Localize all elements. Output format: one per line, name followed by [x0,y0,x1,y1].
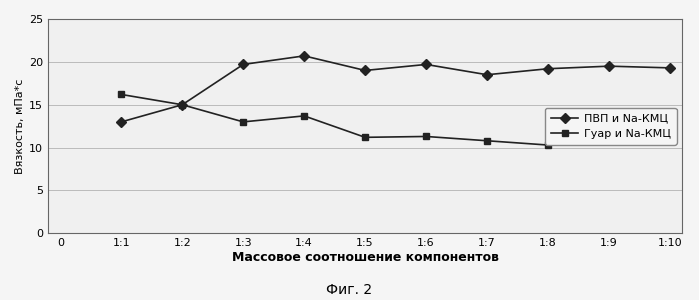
ПВП и Na-КМЦ [544,67,552,70]
ПВП и Na-КМЦ [239,63,247,66]
Гуар и Na-КМЦ [665,137,674,141]
Line: Гуар и Na-КМЦ: Гуар и Na-КМЦ [118,91,673,148]
Text: Фиг. 2: Фиг. 2 [326,283,373,297]
Гуар и Na-КМЦ [422,135,431,138]
Гуар и Na-КМЦ [239,120,247,124]
ПВП и Na-КМЦ [300,54,308,58]
ПВП и Na-КМЦ [483,73,491,76]
ПВП и Na-КМЦ [605,64,613,68]
ПВП и Na-КМЦ [422,63,431,66]
Гуар и Na-КМЦ [483,139,491,142]
ПВП и Na-КМЦ [665,66,674,70]
Гуар и Na-КМЦ [544,143,552,147]
ПВП и Na-КМЦ [178,103,187,106]
Y-axis label: Вязкость, мПа*с: Вязкость, мПа*с [15,79,25,174]
Гуар и Na-КМЦ [605,135,613,138]
Гуар и Na-КМЦ [300,114,308,118]
Legend: ПВП и Na-КМЦ, Гуар и Na-КМЦ: ПВП и Na-КМЦ, Гуар и Na-КМЦ [545,108,677,145]
ПВП и Na-КМЦ [361,69,369,72]
Гуар и Na-КМЦ [178,103,187,106]
Line: ПВП и Na-КМЦ: ПВП и Na-КМЦ [118,52,673,125]
Гуар и Na-КМЦ [117,93,126,96]
Гуар и Na-КМЦ [361,136,369,139]
ПВП и Na-КМЦ [117,120,126,124]
X-axis label: Массовое соотношение компонентов: Массовое соотношение компонентов [231,251,498,264]
